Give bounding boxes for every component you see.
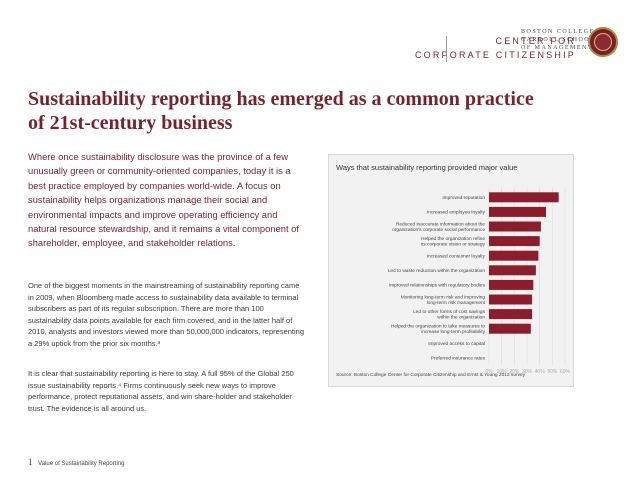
tick-label: 40% (535, 369, 546, 375)
category-label: its corporate vision or strategy (421, 242, 486, 248)
bar-chart: 0% 10% 20% 30% 40% 50% 60% Improved reputation I… (388, 187, 571, 375)
bar (489, 265, 536, 276)
category-label: Improved access to capital (428, 341, 485, 347)
logo-divider (446, 36, 447, 62)
category-label: Improved reputation (442, 195, 485, 201)
footer-label: Value of Sustainability Reporting (38, 461, 125, 467)
bar (489, 294, 533, 305)
category-label: increase long-term profitability (421, 329, 486, 335)
bar (489, 323, 531, 334)
category-label: Preferred insurance rates (431, 356, 486, 362)
page-number: 1 (28, 457, 33, 467)
chart-source: Source: Boston College Center for Corpor… (336, 373, 526, 378)
body-paragraph-1: One of the biggest moments in the mainst… (28, 281, 305, 348)
page-title: Sustainability reporting has emerged as … (28, 88, 534, 134)
page-footer: 1 Value of Sustainability Reporting (28, 457, 124, 467)
category-label: Helped the organization to take measures… (391, 324, 485, 330)
center-line2: CORPORATE CITIZENSHIP (414, 50, 576, 60)
school-line: BOSTON COLLEGE (521, 29, 595, 35)
tick-label: 50% (547, 369, 558, 375)
bar (489, 309, 533, 320)
tick-label: 20% (509, 369, 520, 375)
category-label: Increased consumer loyalty (427, 253, 486, 259)
category-label: Helped the organization refine (421, 236, 485, 242)
center-logo: CENTER FOR CORPORATE CITIZENSHIP (415, 36, 576, 60)
category-label: Led to other forms of cost savings (413, 309, 486, 315)
category-label: Reduced inaccurate information about the (396, 221, 485, 227)
category-label: Monitoring long-term risk and improving (401, 294, 486, 300)
chart-title: Ways that sustainability reporting provi… (336, 163, 518, 172)
center-line1: CENTER FOR (495, 36, 576, 46)
bar (489, 236, 540, 247)
seal-icon (588, 27, 618, 57)
bar (489, 250, 539, 261)
category-label: within the organization (437, 315, 485, 321)
intro-paragraph: Where once sustainability disclosure was… (28, 151, 299, 249)
body-paragraph-2: It is clear that sustainability reportin… (28, 369, 294, 413)
chart-card: Ways that sustainability reporting provi… (328, 154, 574, 387)
tick-label: 0% (485, 369, 493, 375)
tick-label: 30% (522, 369, 533, 375)
category-label: Increased employee loyalty (427, 210, 486, 216)
tick-label: 10% (497, 369, 508, 375)
bar (489, 192, 559, 203)
category-label: Improved relationships with regulatory b… (389, 283, 486, 289)
bar (489, 279, 534, 290)
bar (489, 221, 541, 232)
tick-label: 60% (560, 369, 571, 375)
school-line: OF MANAGEMENT (521, 45, 593, 51)
category-label: Led to waste reduction within the organi… (388, 268, 486, 274)
school-name: BOSTON COLLEGE CARROLL SCHOOL OF MANAGEM… (521, 28, 595, 52)
bar (489, 206, 546, 217)
school-line: CARROLL SCHOOL (521, 37, 596, 43)
category-label: organization's corporate social performa… (392, 227, 485, 233)
category-label: long-term risk management (427, 300, 486, 306)
